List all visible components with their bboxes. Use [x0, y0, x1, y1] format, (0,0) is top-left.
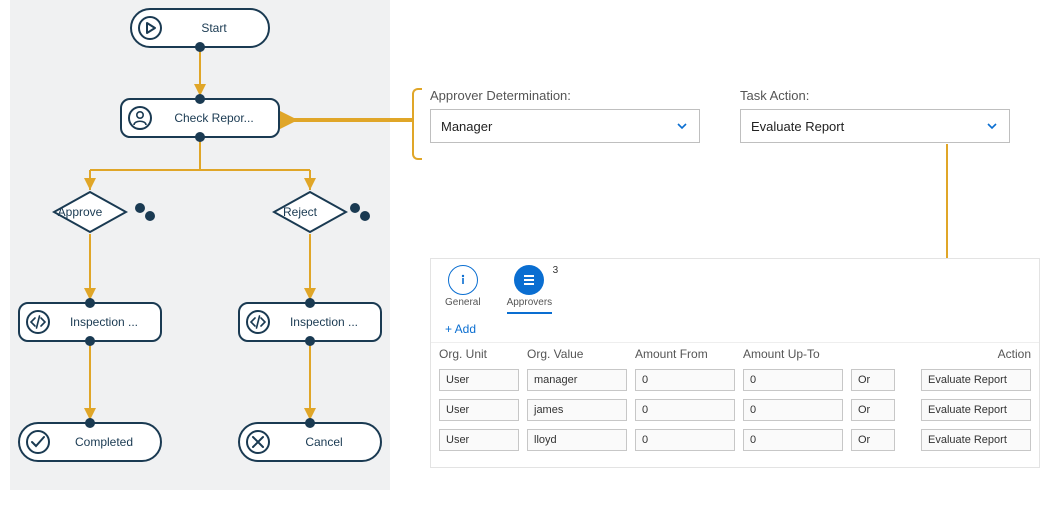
port — [85, 298, 95, 308]
col-amount-from: Amount From — [635, 347, 735, 361]
approver-label: Approver Determination: — [430, 88, 700, 103]
node-reject[interactable]: Reject — [272, 190, 348, 234]
play-icon — [132, 10, 168, 46]
callout-arrow-left — [280, 110, 420, 130]
canvas: Start Check Repor... Approve Reject — [0, 0, 1052, 509]
grid-body: Usermanager00OrEvaluate ReportUserjames0… — [431, 365, 1039, 455]
col-org-unit: Org. Unit — [439, 347, 519, 361]
table-row: User lloyd 00 Or Evaluate Report — [431, 425, 1039, 455]
cell-amount-upto[interactable]: 0 — [743, 369, 843, 391]
node-inspection-right-label: Inspection ... — [276, 315, 380, 329]
chevron-down-icon — [985, 119, 999, 133]
approvers-count: 3 — [553, 265, 559, 276]
cell-action[interactable]: Evaluate Report — [921, 369, 1031, 391]
node-check-report[interactable]: Check Repor... — [120, 98, 280, 138]
node-check-label: Check Repor... — [158, 111, 278, 125]
cell-amount-from[interactable]: 0 — [635, 429, 735, 451]
port — [145, 211, 155, 221]
port — [350, 203, 360, 213]
approvers-panel: General 3 Approvers + Add Org. Unit Org.… — [430, 258, 1040, 468]
add-label: + Add — [445, 322, 476, 336]
node-reject-label: Reject — [283, 205, 317, 219]
flow-connectors — [10, 0, 390, 490]
cell-org-value[interactable]: manager — [527, 369, 627, 391]
approver-select[interactable]: Manager — [430, 109, 700, 143]
node-cancel[interactable]: Cancel — [238, 422, 382, 462]
task-label: Task Action: — [740, 88, 1010, 103]
chevron-down-icon — [675, 119, 689, 133]
form-row: Approver Determination: Manager Task Act… — [430, 88, 1010, 143]
port — [305, 336, 315, 346]
col-action: Action — [903, 347, 1031, 361]
cell-org-unit[interactable]: User — [439, 429, 519, 451]
check-icon — [20, 424, 56, 460]
flow-area: Start Check Repor... Approve Reject — [10, 0, 390, 490]
cell-or[interactable]: Or — [851, 399, 895, 421]
cell-amount-from[interactable]: 0 — [635, 399, 735, 421]
node-approve[interactable]: Approve — [52, 190, 128, 234]
tab-approvers[interactable]: 3 Approvers — [507, 265, 553, 314]
col-amount-upto: Amount Up-To — [743, 347, 843, 361]
node-cancel-label: Cancel — [276, 435, 380, 449]
person-icon — [122, 100, 158, 136]
node-approve-label: Approve — [58, 205, 103, 219]
cell-org-value[interactable]: lloyd — [527, 429, 627, 451]
port — [85, 336, 95, 346]
node-inspection-right[interactable]: Inspection ... — [238, 302, 382, 342]
cell-action[interactable]: Evaluate Report — [921, 399, 1031, 421]
port — [85, 418, 95, 428]
table-row: User manager 00 Or Evaluate Report — [431, 365, 1039, 395]
port — [195, 94, 205, 104]
node-completed[interactable]: Completed — [18, 422, 162, 462]
code-icon — [240, 304, 276, 340]
tabs: General 3 Approvers — [431, 259, 1039, 314]
cell-org-unit[interactable]: User — [439, 369, 519, 391]
cell-or[interactable]: Or — [851, 369, 895, 391]
port — [360, 211, 370, 221]
task-value: Evaluate Report — [751, 119, 844, 134]
cell-action[interactable]: Evaluate Report — [921, 429, 1031, 451]
cell-org-unit[interactable]: User — [439, 399, 519, 421]
cell-amount-upto[interactable]: 0 — [743, 399, 843, 421]
node-start[interactable]: Start — [130, 8, 270, 48]
table-row: User james 00 Or Evaluate Report — [431, 395, 1039, 425]
info-icon — [448, 265, 478, 295]
code-icon — [20, 304, 56, 340]
node-completed-label: Completed — [56, 435, 160, 449]
add-button[interactable]: + Add — [431, 314, 1039, 342]
task-select[interactable]: Evaluate Report — [740, 109, 1010, 143]
cell-amount-from[interactable]: 0 — [635, 369, 735, 391]
node-inspection-left-label: Inspection ... — [56, 315, 160, 329]
tab-approvers-label: Approvers — [507, 297, 553, 308]
node-start-label: Start — [168, 21, 268, 35]
port — [135, 203, 145, 213]
port — [305, 298, 315, 308]
tab-general[interactable]: General — [445, 265, 481, 314]
port — [195, 42, 205, 52]
grid-header: Org. Unit Org. Value Amount From Amount … — [431, 342, 1039, 365]
approver-group: Approver Determination: Manager — [430, 88, 700, 143]
node-inspection-left[interactable]: Inspection ... — [18, 302, 162, 342]
task-group: Task Action: Evaluate Report — [740, 88, 1010, 143]
port — [195, 132, 205, 142]
port — [305, 418, 315, 428]
cell-org-value[interactable]: james — [527, 399, 627, 421]
list-icon — [514, 265, 544, 295]
x-icon — [240, 424, 276, 460]
cell-amount-upto[interactable]: 0 — [743, 429, 843, 451]
tab-general-label: General — [445, 297, 481, 308]
approver-value: Manager — [441, 119, 492, 134]
cell-or[interactable]: Or — [851, 429, 895, 451]
col-org-value: Org. Value — [527, 347, 627, 361]
